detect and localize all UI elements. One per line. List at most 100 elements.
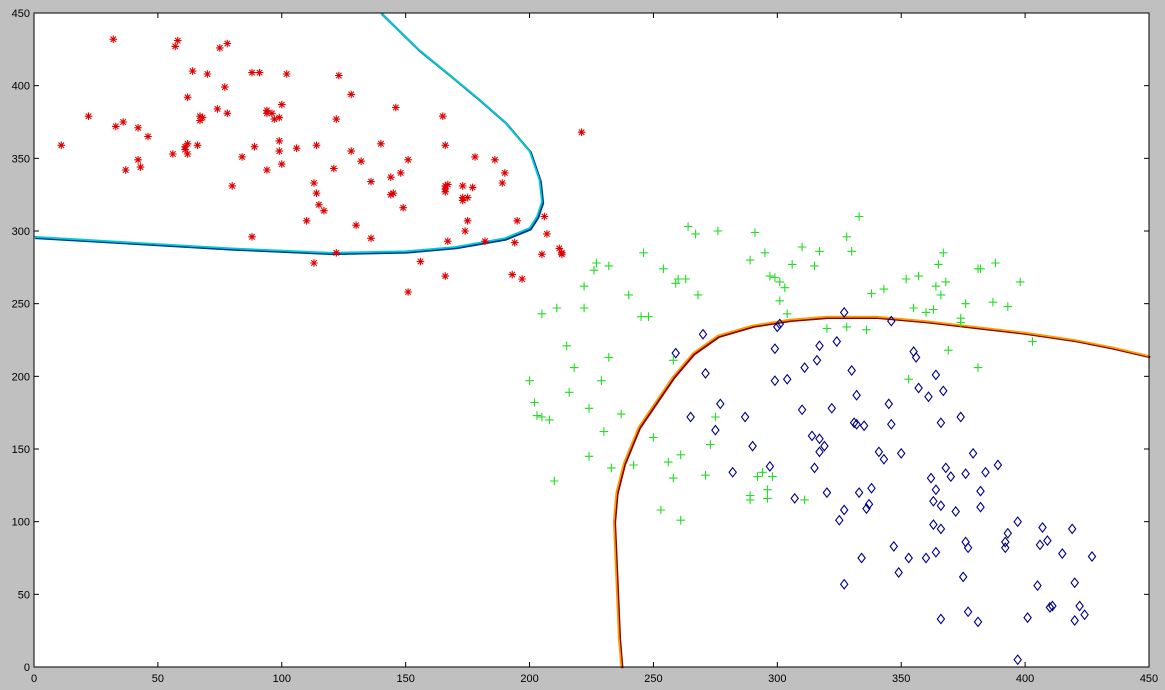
point-plus (973, 363, 983, 372)
point-diamond (815, 433, 824, 445)
point-diamond (931, 484, 941, 496)
point-plus (763, 485, 772, 495)
point-diamond (1067, 523, 1077, 535)
point-plus (1015, 277, 1025, 287)
point-diamond (1003, 527, 1013, 539)
point-diamond (931, 369, 941, 381)
point-asterisk (441, 272, 450, 280)
point-diamond (686, 411, 695, 423)
point-asterisk (441, 141, 450, 150)
point-diamond (782, 373, 792, 385)
point-asterisk (404, 156, 412, 164)
point-plus (1003, 302, 1013, 311)
point-asterisk (248, 68, 256, 77)
point-asterisk (223, 109, 232, 118)
point-diamond (911, 351, 921, 363)
point-diamond (926, 472, 936, 484)
point-diamond (936, 500, 946, 512)
point-asterisk (270, 115, 279, 123)
y-tick-label: 300 (12, 226, 30, 238)
point-diamond (1038, 522, 1047, 533)
point-diamond (671, 347, 680, 359)
point-asterisk (144, 132, 152, 141)
point-diamond (822, 487, 832, 499)
point-plus (639, 248, 648, 258)
point-plus (589, 265, 599, 275)
point-asterisk (228, 182, 236, 190)
data-points (57, 35, 1097, 666)
point-plus (862, 325, 871, 335)
y-tick-label: 100 (12, 517, 30, 529)
point-plus (584, 451, 594, 461)
point-plus (810, 261, 819, 271)
y-tick-label: 350 (12, 153, 30, 165)
point-plus (854, 212, 864, 221)
point-asterisk (352, 221, 360, 229)
point-diamond (1070, 615, 1079, 626)
point-plus (909, 303, 918, 313)
point-asterisk (57, 141, 66, 150)
y-tick-label: 250 (12, 299, 30, 311)
point-asterisk (255, 68, 264, 77)
point-diamond (854, 487, 864, 499)
point-asterisk (357, 157, 365, 165)
point-diamond (867, 482, 876, 494)
point-diamond (800, 362, 809, 374)
point-diamond (852, 418, 861, 430)
y-tick-label: 200 (12, 371, 30, 383)
x-tick-label: 450 (1140, 673, 1158, 685)
point-diamond (839, 306, 849, 318)
point-diamond (887, 418, 896, 430)
point-asterisk (310, 259, 318, 267)
point-plus (579, 303, 589, 313)
point-plus (770, 273, 780, 282)
point-asterisk (173, 36, 182, 45)
point-diamond (973, 616, 983, 628)
point-diamond (820, 440, 829, 452)
point-diamond (946, 471, 956, 483)
point-asterisk (121, 166, 130, 174)
point-asterisk (461, 227, 469, 235)
point-plus (879, 284, 889, 294)
point-asterisk (171, 42, 179, 51)
x-tick-label: 150 (396, 673, 414, 685)
point-plus (649, 433, 658, 442)
point-asterisk (334, 71, 343, 80)
point-diamond (956, 411, 965, 423)
point-plus (597, 376, 606, 386)
point-diamond (931, 546, 941, 558)
point-asterisk (312, 189, 321, 197)
point-plus (606, 463, 616, 473)
point-asterisk (302, 217, 311, 225)
point-diamond (914, 382, 923, 394)
point-asterisk (386, 190, 395, 199)
point-asterisk (183, 150, 192, 158)
decision-boundaries (33, 12, 1151, 669)
point-plus (545, 415, 554, 425)
point-asterisk (347, 90, 356, 99)
point-plus (532, 411, 542, 420)
point-asterisk (367, 177, 375, 186)
point-plus (763, 494, 772, 503)
point-diamond (711, 424, 720, 436)
point-asterisk (268, 109, 276, 118)
point-diamond (976, 501, 985, 513)
point-asterisk (518, 275, 526, 283)
point-diamond (958, 571, 968, 583)
point-plus (931, 281, 941, 291)
point-asterisk (540, 212, 549, 221)
point-asterisk (500, 169, 509, 177)
point-plus (867, 289, 876, 298)
point-plus (842, 232, 852, 242)
point-plus (706, 440, 715, 449)
point-diamond (936, 613, 946, 625)
point-plus (656, 505, 666, 515)
point-diamond (1058, 548, 1067, 560)
point-plus (562, 341, 572, 351)
point-plus (800, 495, 809, 505)
point-asterisk (332, 115, 341, 123)
point-plus (901, 274, 911, 284)
point-diamond (716, 398, 725, 410)
point-asterisk (292, 144, 301, 152)
point-plus (765, 271, 775, 281)
